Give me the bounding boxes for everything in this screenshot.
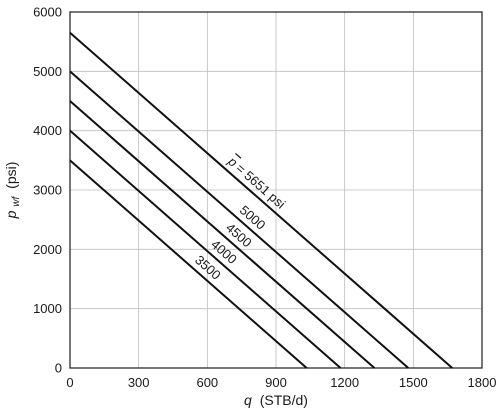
y-axis-symbol: p [3, 210, 19, 219]
x-tick-label: 0 [66, 375, 73, 390]
y-tick-label: 3000 [33, 183, 62, 198]
series-line-0 [69, 31, 453, 369]
x-tick-labels: 0 300 600 900 1200 1500 1800 [66, 375, 496, 390]
curve-label-text: = 5651 psi [233, 160, 288, 211]
series-group [69, 31, 453, 369]
y-tick-label: 0 [55, 361, 62, 376]
y-tick-label: 1000 [33, 301, 62, 316]
curve-label-group: p= 5651 psi [225, 153, 289, 212]
x-tick-label: 600 [196, 375, 218, 390]
x-tick-label: 1200 [330, 375, 359, 390]
y-tick-labels: 0 1000 2000 3000 4000 5000 6000 [33, 5, 62, 376]
y-axis-unit: (psi) [3, 162, 19, 189]
y-axis-label: p wf (psi) [3, 162, 22, 220]
series-line-4 [69, 159, 308, 369]
series-line-2 [69, 100, 376, 369]
x-tick-label: 1800 [468, 375, 497, 390]
series-line-1 [69, 70, 409, 369]
x-axis-symbol: q [244, 392, 252, 408]
y-tick-label: 4000 [33, 123, 62, 138]
x-tick-label: 300 [128, 375, 150, 390]
series-line-3 [69, 129, 342, 369]
x-axis-label: q (STB/d) [244, 392, 308, 408]
y-tick-label: 2000 [33, 242, 62, 257]
plot-frame [69, 11, 483, 369]
y-tick-label: 5000 [33, 64, 62, 79]
y-axis-subscript: wf [11, 195, 22, 206]
x-tick-label: 1500 [399, 375, 428, 390]
y-tick-label: 6000 [33, 5, 62, 20]
x-axis-unit: (STB/d) [260, 392, 308, 408]
x-tick-label: 900 [265, 375, 287, 390]
curve-label: p= 5651 psi [225, 153, 289, 212]
